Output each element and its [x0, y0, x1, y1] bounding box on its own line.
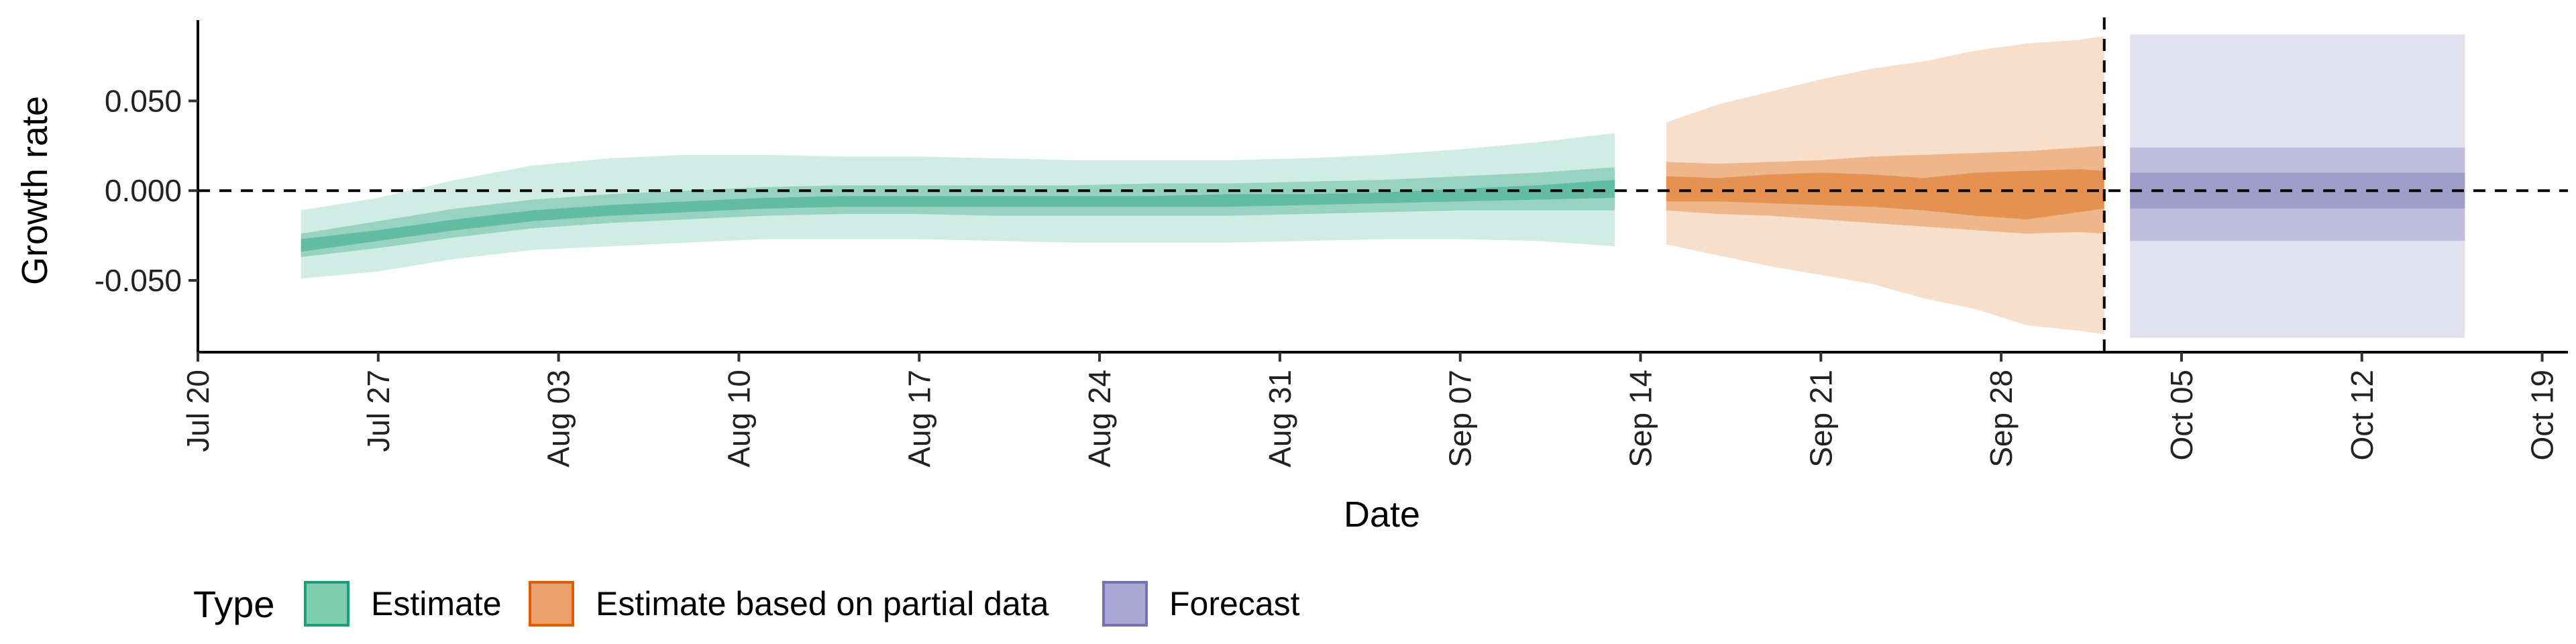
- x-tick-label: Oct 19: [2525, 370, 2560, 461]
- ribbon-90-1: [1666, 36, 2104, 335]
- ribbons-layer: [301, 34, 2465, 338]
- legend: Type Estimate Estimate based on partial d…: [193, 581, 1300, 627]
- legend-item: Estimate: [304, 581, 502, 627]
- ribbon-50-1: [1666, 146, 2104, 234]
- reference-lines: [198, 17, 2568, 352]
- legend-item: Forecast: [1102, 581, 1300, 627]
- x-tick-label: Oct 12: [2345, 370, 2379, 461]
- x-tick-label: Aug 10: [721, 370, 756, 468]
- x-tick-label: Aug 24: [1082, 370, 1117, 468]
- y-axis-title: Growth rate: [15, 96, 55, 285]
- series-forecast: [2130, 34, 2465, 338]
- legend-title: Type: [193, 583, 274, 625]
- legend-swatch: [1102, 581, 1148, 627]
- x-tick-label: Sep 07: [1443, 370, 1478, 468]
- ribbon-20-1: [1666, 169, 2104, 219]
- x-tick-label: Sep 14: [1623, 370, 1658, 468]
- axes-layer: 0.050 0.000 -0.050 Jul 20 Jul 27 Aug 03 Aug 1…: [95, 20, 2568, 468]
- y-tick-label: 0.000: [105, 173, 182, 208]
- x-tick-label: Jul 27: [361, 370, 396, 452]
- y-tick-label: -0.050: [95, 263, 182, 298]
- legend-label: Estimate based on partial data: [596, 585, 1049, 623]
- legend-swatch: [304, 581, 350, 627]
- y-tick-label: 0.050: [105, 83, 182, 118]
- x-tick-label: Aug 03: [541, 370, 576, 468]
- x-tick-label: Sep 28: [1984, 370, 2019, 468]
- ribbon-20-2: [2130, 172, 2465, 209]
- x-tick-label: Aug 31: [1263, 370, 1297, 468]
- ribbon-90-0: [301, 133, 1615, 279]
- ribbon-90-2: [2130, 34, 2465, 338]
- ribbon-50-0: [301, 167, 1615, 258]
- x-tick-label: Sep 21: [1803, 370, 1838, 468]
- x-tick-label: Jul 20: [180, 370, 215, 452]
- x-axis-title: Date: [1344, 494, 1420, 535]
- legend-label: Estimate: [371, 585, 502, 623]
- series-estimate: [301, 133, 1615, 279]
- y-ticks: 0.050 0.000 -0.050: [95, 83, 198, 298]
- series-estimate-based-on-partial-data: [1666, 36, 2104, 335]
- ribbon-50-2: [2130, 148, 2465, 241]
- legend-item: Estimate based on partial data: [529, 581, 1049, 627]
- x-tick-label: Oct 05: [2164, 370, 2199, 461]
- legend-label: Forecast: [1169, 585, 1300, 623]
- ribbon-20-0: [301, 180, 1615, 252]
- x-ticks: Jul 20 Jul 27 Aug 03 Aug 10 Aug 17 Aug 24 Aug …: [180, 352, 2560, 468]
- x-tick-label: Aug 17: [902, 370, 936, 468]
- legend-swatch: [529, 581, 574, 627]
